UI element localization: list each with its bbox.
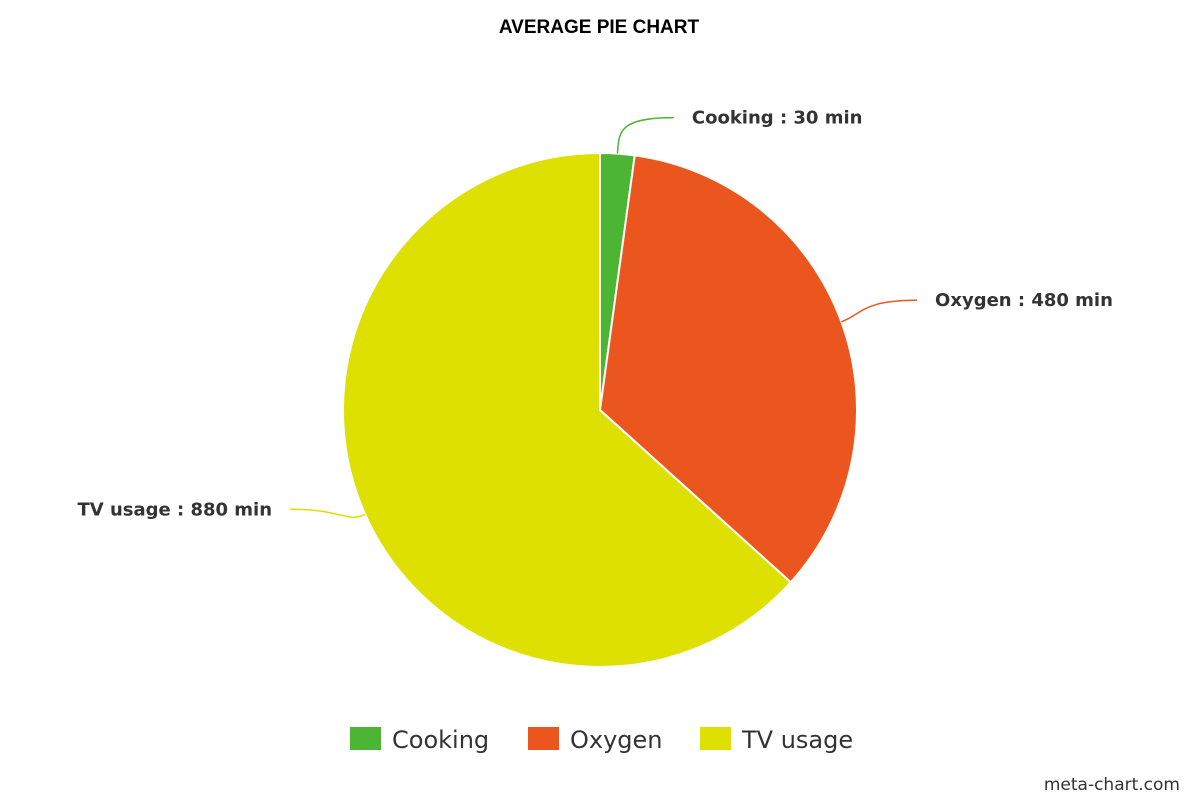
legend-label-oxygen: Oxygen xyxy=(570,726,663,754)
legend-swatch-tv-usage xyxy=(700,727,731,750)
pie-slice-tv-usage xyxy=(342,152,792,668)
slice-labels: Cooking : 30 min Oxygen : 480 min TV usage… xyxy=(77,108,1112,521)
slice-label-cooking: Cooking : 30 min xyxy=(692,108,863,129)
legend-swatch-cooking xyxy=(350,727,381,750)
leader-line-oxygen xyxy=(841,299,918,323)
slice-label-tv-usage: TV usage : 880 min xyxy=(77,499,272,520)
credit-text: meta-chart.com xyxy=(1044,775,1180,795)
legend-item-tv-usage[interactable]: TV usage xyxy=(700,726,853,754)
label-leader-lines xyxy=(290,116,918,519)
chart-title: AVERAGE PIE CHART xyxy=(499,17,700,38)
legend-label-cooking: Cooking xyxy=(392,726,489,754)
leader-line-cooking xyxy=(616,116,674,154)
leader-line-tv-usage xyxy=(290,508,366,519)
legend-label-tv-usage: TV usage xyxy=(741,726,853,754)
legend-item-cooking[interactable]: Cooking xyxy=(350,726,489,754)
pie-slices xyxy=(342,152,858,668)
slice-label-oxygen: Oxygen : 480 min xyxy=(935,290,1113,311)
legend-item-oxygen[interactable]: Oxygen xyxy=(528,726,663,754)
legend: Cooking Oxygen TV usage xyxy=(350,726,853,754)
legend-swatch-oxygen xyxy=(528,727,559,750)
